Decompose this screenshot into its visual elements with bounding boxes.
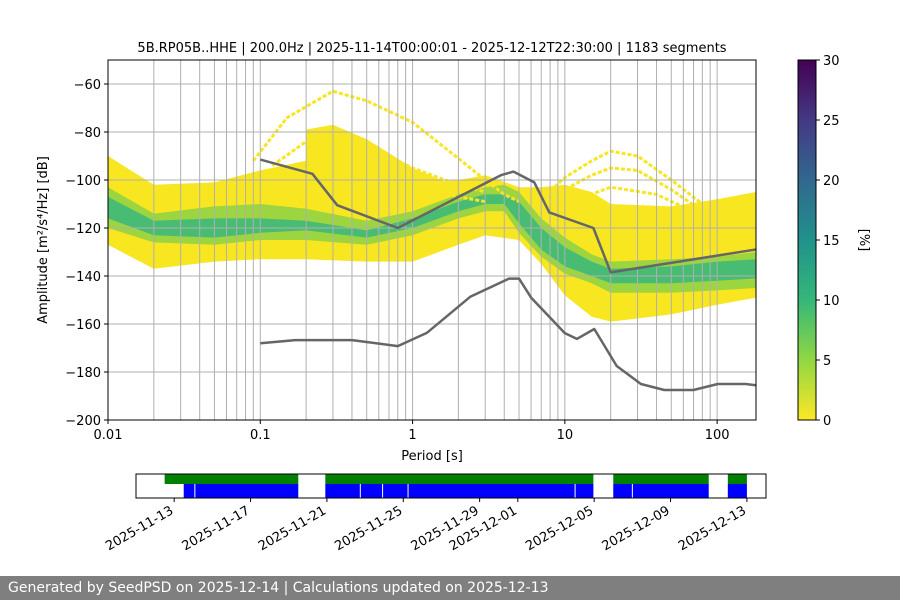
timeline-tick-label: 2025-12-09 [600, 503, 673, 554]
timeline-segments [164, 474, 747, 498]
psd-x-ticks: 0.01 0.1 1 10 100 [94, 420, 730, 443]
colorbar-ticks: 0 5 10 15 20 25 30 [816, 54, 840, 429]
timeline-available-segment [613, 474, 709, 484]
timeline-frame [135, 473, 767, 499]
timeline-used-segment [613, 484, 709, 498]
footer-text: Generated by SeedPSD on 2025-12-14 | Cal… [8, 580, 549, 596]
psd-x-label: Period [s] [401, 449, 463, 464]
timeline-available-segment [727, 474, 747, 484]
colorbar-tick-label: 15 [823, 234, 840, 249]
psd-reference-curves [259, 158, 756, 392]
data-availability-timeline: 2025-11-13 2025-11-17 2025-11-21 2025-11-25… [103, 473, 767, 554]
colorbar-tick-label: 20 [823, 174, 840, 189]
colorbar-label: [%] [856, 229, 871, 252]
colorbar-tick-label: 5 [823, 354, 831, 369]
psd-axes: 0.01 0.1 1 10 100 −200 −180 −160 −140 −120 −100 −8… [36, 59, 757, 464]
timeline-tick-label: 2025-11-21 [256, 503, 329, 554]
outlier-arc-hump-arc-3 [540, 185, 704, 220]
timeline-available-segment [164, 474, 299, 484]
timeline-tick-label: 2025-11-13 [103, 503, 176, 554]
x-tick-label: 100 [705, 428, 730, 443]
x-tick-label: 10 [557, 428, 574, 443]
timeline-tick-label: 2025-11-25 [332, 503, 405, 554]
reference-curve-nhnm [259, 158, 756, 274]
timeline-available-segment [325, 474, 594, 484]
timeline-used-segment [727, 484, 747, 498]
colorbar-tick-label: 25 [823, 114, 840, 129]
psd-y-label: Amplitude [m²/s⁴/Hz] [dB] [36, 156, 51, 324]
colorbar-tick-label: 30 [823, 54, 840, 69]
psd-plot-frame [107, 59, 757, 421]
reference-curve-nlnm [260, 277, 756, 392]
timeline-tick-label: 2025-12-13 [676, 503, 749, 554]
outlier-arc-upper-arc-3 [259, 161, 486, 204]
y-tick-label: −100 [65, 174, 101, 189]
x-tick-label: 0.01 [94, 428, 123, 443]
colorbar: 0 5 10 15 20 25 30 [%] [797, 54, 871, 429]
x-tick-label: 0.1 [250, 428, 271, 443]
colorbar-gradient [797, 59, 817, 421]
y-tick-label: −60 [74, 78, 101, 93]
y-tick-label: −120 [65, 222, 101, 237]
y-tick-label: −200 [65, 414, 101, 429]
y-tick-label: −80 [74, 126, 101, 141]
timeline-used-segment [183, 484, 299, 498]
y-tick-label: −160 [65, 318, 101, 333]
footer-bar: Generated by SeedPSD on 2025-12-14 | Cal… [0, 576, 900, 600]
y-tick-label: −180 [65, 366, 101, 381]
psd-grid [108, 60, 756, 420]
timeline-tick-label: 2025-12-05 [523, 503, 596, 554]
timeline-tick-label: 2025-11-17 [180, 503, 253, 554]
timeline-ticks: 2025-11-13 2025-11-17 2025-11-21 2025-11-25… [103, 498, 749, 554]
timeline-used-segment [325, 484, 594, 498]
psd-title: 5B.RP05B..HHE | 200.0Hz | 2025-11-14T00:… [137, 41, 726, 56]
psd-y-ticks: −200 −180 −160 −140 −120 −100 −80 −60 [65, 78, 108, 429]
y-tick-label: −140 [65, 270, 101, 285]
density-band-high-density [108, 194, 756, 284]
colorbar-tick-label: 0 [823, 414, 831, 429]
psd-density-layer [108, 89, 756, 322]
x-tick-label: 1 [408, 428, 416, 443]
colorbar-tick-label: 10 [823, 294, 840, 309]
